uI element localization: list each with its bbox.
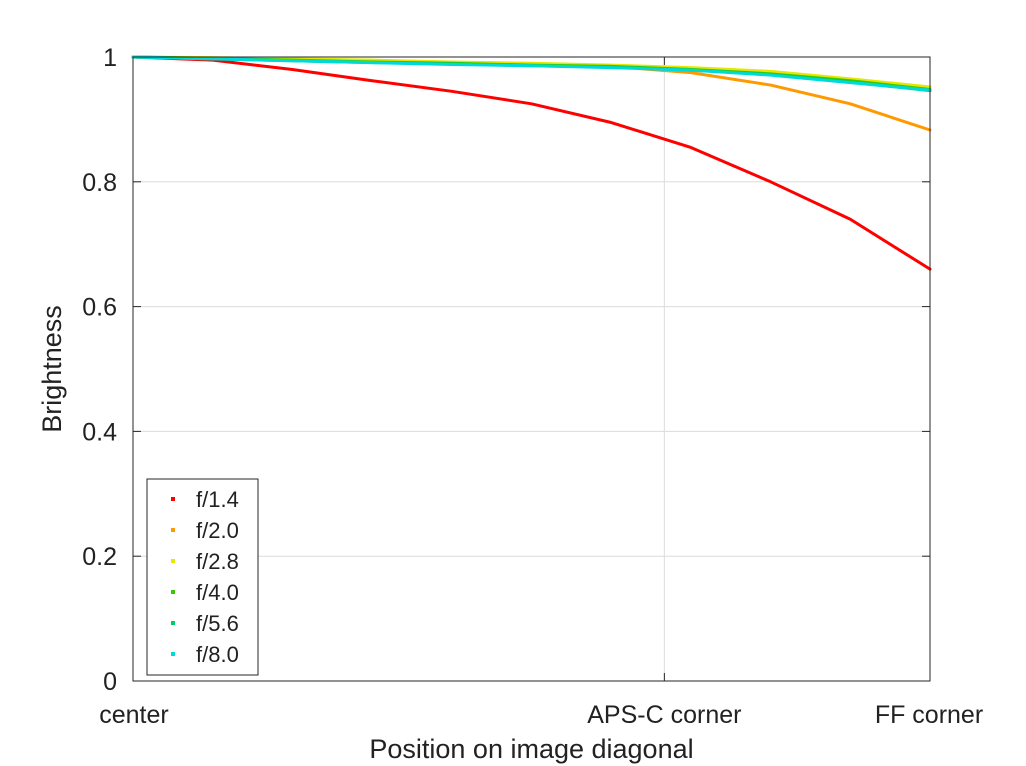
axis-ticks: 0 0.2 0.4 0.6 0.8 1 center APS-C corner FF corne… <box>82 44 983 729</box>
series-lines <box>131 55 932 271</box>
legend-label: f/1.4 <box>196 487 239 512</box>
legend-label: f/5.6 <box>196 611 239 636</box>
x-axis-title: Position on image diagonal <box>369 734 693 764</box>
plot-area-frame <box>132 56 931 682</box>
y-tick-label: 0.8 <box>82 169 117 197</box>
legend: f/1.4 f/2.0 f/2.8 f/4.0 f/5.6 f/8.0 <box>146 478 259 676</box>
x-tick-label: FF corner <box>875 701 983 729</box>
legend-marker <box>171 559 175 563</box>
legend-marker <box>171 652 175 656</box>
legend-marker <box>171 590 175 594</box>
legend-label: f/2.8 <box>196 549 239 574</box>
y-tick-label: 1 <box>103 44 117 72</box>
legend-marker <box>171 528 175 532</box>
series-line-1 <box>131 55 932 271</box>
legend-marker <box>171 621 175 625</box>
legend-box <box>146 478 259 676</box>
y-tick-label: 0.6 <box>82 294 117 322</box>
legend-label: f/4.0 <box>196 580 239 605</box>
legend-marker <box>171 497 175 501</box>
y-axis-title: Brightness <box>37 305 67 433</box>
x-tick-label: APS-C corner <box>587 701 741 729</box>
legend-label: f/2.0 <box>196 518 239 543</box>
series-line-6 <box>131 55 932 92</box>
grid-lines <box>133 57 930 681</box>
legend-label: f/8.0 <box>196 642 239 667</box>
y-tick-label: 0 <box>103 668 117 696</box>
x-tick-label: center <box>99 701 168 729</box>
y-tick-label: 0.2 <box>82 543 117 571</box>
y-tick-label: 0.4 <box>82 418 117 446</box>
